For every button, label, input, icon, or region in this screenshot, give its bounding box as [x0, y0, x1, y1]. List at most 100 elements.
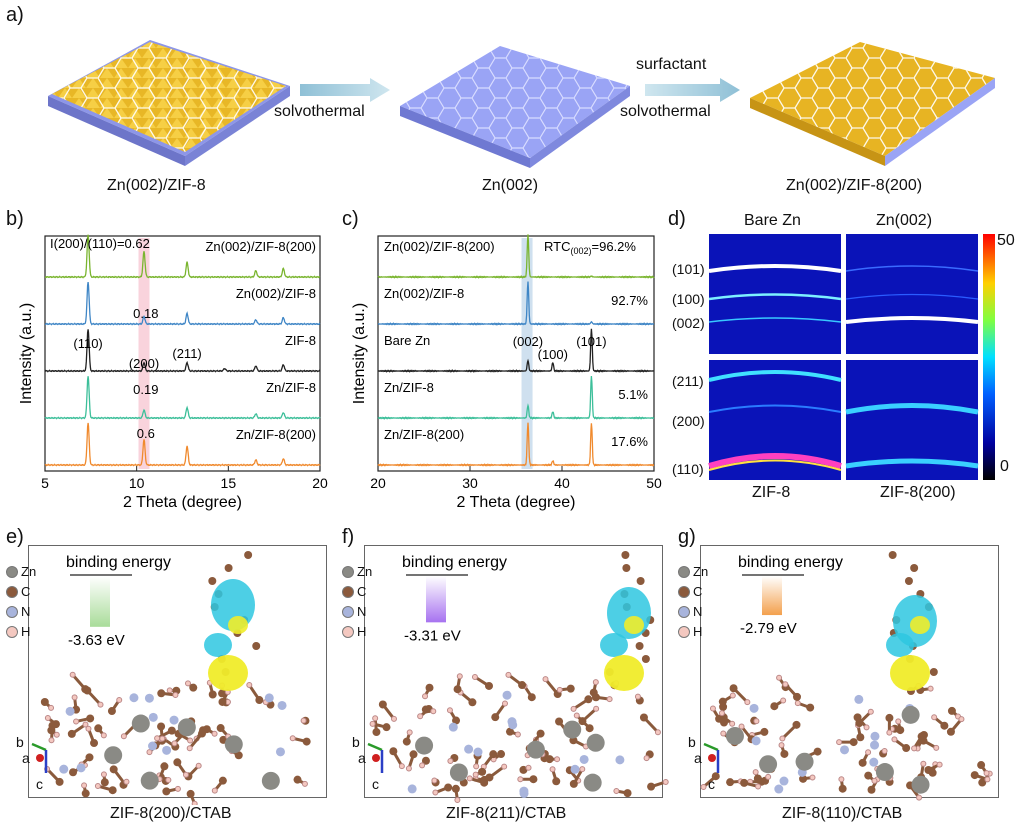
charge-accumulation: [910, 616, 930, 634]
hydrogen-atom: [753, 718, 760, 725]
atom-legend-label: C: [357, 584, 367, 599]
hydrogen-atom: [744, 699, 751, 706]
peak-label-110: (110): [73, 336, 102, 351]
hydrogen-atom: [765, 773, 772, 780]
series-annotation-4: 17.6%: [611, 434, 648, 449]
peak-label-211: (211): [172, 346, 201, 361]
hydrogen-atom: [505, 671, 512, 678]
nitrogen-atom: [448, 722, 458, 732]
carbon-atom: [107, 707, 116, 716]
highlight-band: [521, 238, 533, 469]
series-name-3: Zn/ZIF-8: [384, 380, 434, 395]
hydrogen-atom: [191, 800, 198, 805]
row-label-002: (002): [672, 315, 705, 331]
carbon-atom: [792, 720, 801, 729]
hydrogen-atom: [920, 760, 927, 767]
ctab-atom: [208, 577, 217, 585]
atom-legend-zn: Zn: [678, 564, 708, 579]
carbon-atom: [584, 695, 593, 704]
series-name-0: Zn(002)/ZIF-8(200): [384, 239, 495, 254]
hydrogen-atom: [755, 783, 762, 790]
charge-depletion: [204, 633, 232, 657]
hydrogen-atom: [643, 755, 650, 762]
hydrogen-atom: [417, 713, 424, 720]
nitrogen-atom: [264, 693, 274, 703]
carbon-atom: [480, 778, 489, 787]
carbon-atom: [720, 718, 729, 727]
nitrogen-atom: [870, 740, 880, 750]
carbon-atom: [208, 690, 217, 699]
hydrogen-atom: [867, 708, 874, 715]
nitrogen-atom: [148, 712, 158, 722]
zinc-atom: [261, 771, 280, 790]
hydrogen-atom: [116, 696, 123, 703]
atom-dot-icon: [342, 625, 354, 638]
carbon-atom: [94, 724, 103, 733]
hydrogen-atom: [654, 729, 661, 736]
atom-legend-zn: Zn: [6, 564, 36, 579]
axis-a-dot: [36, 754, 44, 762]
hydrogen-atom: [958, 716, 965, 723]
nitrogen-atom: [870, 731, 880, 741]
atom-dot-icon: [6, 565, 18, 578]
carbon-atom: [186, 789, 195, 798]
hydrogen-atom: [709, 705, 716, 712]
hydrogen-atom: [891, 736, 898, 743]
hydrogen-atom: [738, 723, 745, 730]
carbon-atom: [896, 726, 905, 735]
carbon-atom: [497, 750, 506, 759]
hydrogen-atom: [405, 765, 412, 772]
ctab-atom: [224, 564, 233, 572]
atom-legend-label: N: [21, 604, 31, 619]
carbon-atom: [770, 702, 779, 711]
carbon-atom: [902, 744, 911, 753]
ctab-atom: [929, 668, 938, 676]
carbon-atom: [977, 761, 986, 770]
carbon-atom: [519, 765, 528, 774]
center-plate-label: Zn(002): [482, 177, 539, 194]
nitrogen-atom: [65, 706, 75, 716]
carbon-atom: [792, 692, 801, 701]
nitrogen-atom: [579, 754, 589, 764]
nitrogen-atom: [148, 741, 158, 751]
panel-a-letter: a): [6, 4, 24, 26]
carbon-atom: [647, 782, 656, 791]
carbon-atom: [924, 766, 933, 775]
series-name-2: ZIF-8: [285, 333, 316, 348]
right-arrow: [645, 78, 740, 102]
axis-b-arrow: [31, 742, 47, 752]
hydrogen-atom: [778, 742, 785, 749]
nitrogen-atom: [751, 736, 761, 746]
carbon-atom: [302, 737, 311, 746]
hydrogen-atom: [838, 776, 845, 783]
hydrogen-atom: [454, 796, 461, 803]
panel-d-letter: d): [668, 208, 686, 230]
binding-energy-value: -3.31 eV: [404, 627, 461, 644]
atom-dot-icon: [6, 585, 18, 598]
row-label-211: (211): [672, 373, 704, 389]
zinc-atom: [795, 752, 814, 771]
nitrogen-atom: [615, 755, 625, 765]
hydrogen-atom: [549, 766, 556, 773]
dft-structure-2: binding energy -2.79 eV: [700, 545, 999, 801]
hydrogen-atom: [916, 794, 923, 801]
hydrogen-atom: [466, 775, 473, 782]
hydrogen-atom: [100, 771, 107, 778]
carbon-atom: [198, 729, 207, 738]
hydrogen-atom: [300, 717, 307, 724]
x-tick-label: 20: [370, 475, 386, 491]
panel-e-letter: e): [6, 526, 24, 548]
axis-a-dot: [708, 754, 716, 762]
series-annotation-3: 5.1%: [618, 387, 648, 402]
atom-dot-icon: [678, 605, 690, 618]
hydrogen-atom: [613, 788, 620, 795]
atom-legend-label: N: [357, 604, 367, 619]
hydrogen-atom: [593, 705, 600, 712]
nitrogen-atom: [507, 717, 517, 727]
carbon-atom: [453, 685, 462, 694]
charge-accumulation: [228, 616, 248, 634]
ctab-atom: [910, 564, 919, 572]
hydrogen-atom: [729, 692, 736, 699]
carbon-atom: [885, 713, 894, 722]
ctab-atom: [888, 551, 897, 559]
